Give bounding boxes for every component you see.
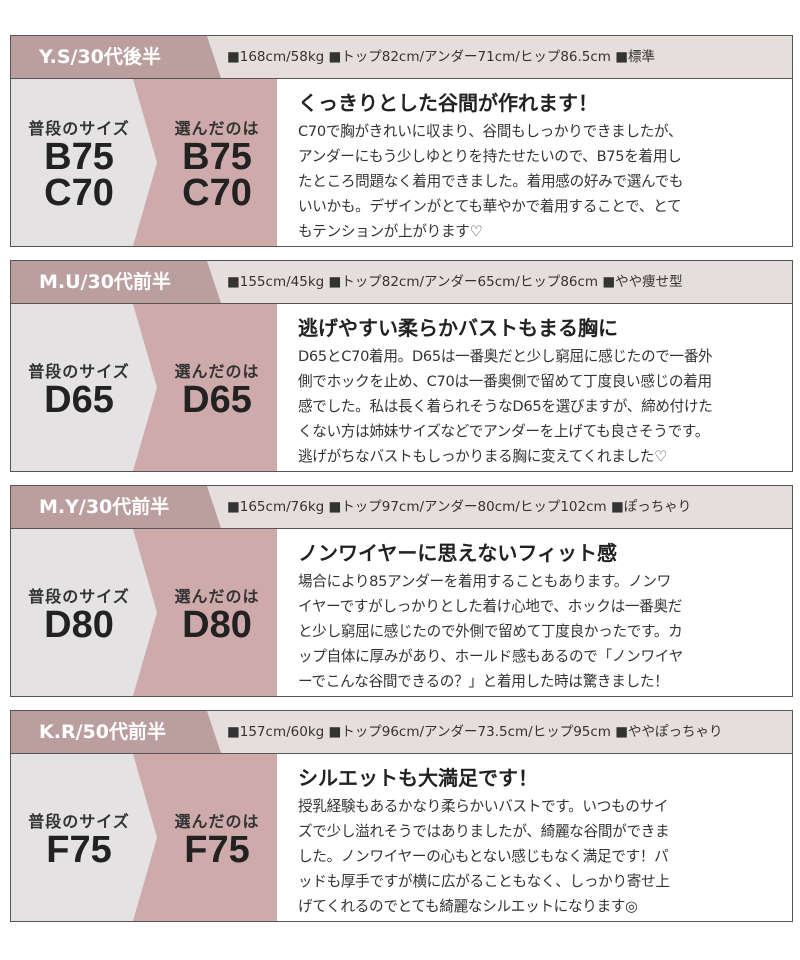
- usual-size-panel: [11, 529, 157, 696]
- reviewer-tag: Y.S/30代後半: [11, 36, 221, 78]
- review-text-line: イヤーですがしっかりとした着け心地で、ホックは一番奥だ: [298, 598, 683, 615]
- size-value: F75: [46, 828, 112, 871]
- reviewer-stats: ■155cm/45kg ■トップ82cm/アンダー65cm/ヒップ86cm ■や…: [227, 274, 683, 290]
- chosen-size-panel: [133, 79, 277, 246]
- review-text-line: 授乳経験もあるかなり柔らかいバストです。いつものサイ: [298, 798, 669, 815]
- chosen-size: 選んだのは F75: [157, 754, 277, 921]
- review-text-line: ップ自体に厚みがあり、ホールド感もあるので「ノンワイヤ: [298, 648, 683, 665]
- review-text-line: した。ノンワイヤーの心もとない感じもなく満足です！パ: [298, 848, 669, 865]
- review-text-line: 感でした。私は長く着られそうなD65を選びますが、締め付けた: [298, 398, 713, 415]
- chosen-size: 選んだのは B75 C70: [157, 79, 277, 246]
- review-text-line: ッドも厚手ですが横に広がることもなく、しっかり寄せ上: [298, 873, 670, 890]
- review-text-line: と少し窮屈に感じたので外側で留めて丁度良かったです。カ: [298, 623, 683, 640]
- usual-size-label: 普段のサイズ: [28, 361, 130, 381]
- review-card: M.Y/30代前半 ■165cm/76kg ■トップ97cm/アンダー80cm/…: [10, 485, 793, 697]
- review-text-line: もテンションが上がります♡: [298, 223, 483, 240]
- review-text-line: たところ問題なく着用できました。着用感の好みで選んでも: [298, 173, 684, 190]
- chosen-size-panel: [133, 529, 277, 696]
- chosen-size-panel: [133, 754, 277, 921]
- review-card: K.R/50代前半 ■157cm/60kg ■トップ96cm/アンダー73.5c…: [10, 710, 793, 922]
- size-value: C70: [182, 171, 252, 214]
- review-content: シルエットも大満足です！ 授乳経験もあるかなり柔らかいバストです。いつものサイ ズで…: [298, 762, 782, 919]
- review-body: 普段のサイズ D80 選んだのは D80 ノンワイヤーに思えないフィット感 場合により…: [11, 529, 792, 696]
- usual-size: 普段のサイズ D65: [11, 304, 147, 471]
- reviewer-stats: ■165cm/76kg ■トップ97cm/アンダー80cm/ヒップ102cm ■…: [227, 499, 692, 515]
- reviewer-tag: M.U/30代前半: [11, 261, 221, 303]
- size-value: B75: [44, 135, 114, 178]
- review-title: くっきりとした谷間が作れます！: [298, 91, 598, 115]
- chosen-size: 選んだのは D65: [157, 304, 277, 471]
- review-body: 普段のサイズ F75 選んだのは F75 シルエットも大満足です！ 授乳経験もあるかな…: [11, 754, 792, 921]
- chosen-size-label: 選んだのは: [174, 361, 260, 381]
- review-header: M.Y/30代前半 ■165cm/76kg ■トップ97cm/アンダー80cm/…: [11, 486, 792, 529]
- usual-size: 普段のサイズ F75: [11, 754, 147, 921]
- reviewer-stats: ■157cm/60kg ■トップ96cm/アンダー73.5cm/ヒップ95cm …: [227, 724, 723, 740]
- review-card: M.U/30代前半 ■155cm/45kg ■トップ82cm/アンダー65cm/…: [10, 260, 793, 472]
- review-text-line: げてくれるのでとても綺麗なシルエットになります◎: [298, 898, 638, 915]
- reviewer-tag: K.R/50代前半: [11, 711, 221, 753]
- chosen-size-label: 選んだのは: [174, 586, 260, 606]
- review-body: 普段のサイズ B75 C70 選んだのは B75 C70 くっきりとした谷間が作れます！…: [11, 79, 792, 246]
- reviewer-tag: M.Y/30代前半: [11, 486, 221, 528]
- chosen-size-label: 選んだのは: [174, 811, 260, 831]
- chosen-size: 選んだのは D80: [157, 529, 277, 696]
- usual-size-label: 普段のサイズ: [28, 811, 130, 831]
- review-header: K.R/50代前半 ■157cm/60kg ■トップ96cm/アンダー73.5c…: [11, 711, 792, 754]
- usual-size: 普段のサイズ B75 C70: [11, 79, 147, 246]
- size-value: D65: [182, 378, 252, 421]
- usual-size-label: 普段のサイズ: [28, 118, 130, 138]
- review-body: 普段のサイズ D65 選んだのは D65 逃げやすい柔らかバストもまる胸に D65とC…: [11, 304, 792, 471]
- review-text-line: 逃げがちなバストもしっかりまる胸に変えてくれました♡: [298, 448, 667, 465]
- chosen-size-panel: [133, 304, 277, 471]
- size-value: D65: [44, 378, 114, 421]
- size-value: D80: [44, 603, 114, 646]
- review-content: くっきりとした谷間が作れます！ C70で胸がきれいに収まり、谷間もしっかりできまし…: [298, 87, 782, 244]
- review-text-line: 側でホックを止め、C70は一番奥側で留めて丁度良い感じの着用: [298, 373, 712, 390]
- usual-size-label: 普段のサイズ: [28, 586, 130, 606]
- review-header: Y.S/30代後半 ■168cm/58kg ■トップ82cm/アンダー71cm/…: [11, 36, 792, 79]
- review-content: 逃げやすい柔らかバストもまる胸に D65とC70着用。D65は一番奥だと少し窮屈に…: [298, 312, 782, 469]
- review-text-line: 場合により85アンダーを着用することもあります。ノンワ: [298, 573, 671, 590]
- usual-size-panel: [11, 304, 157, 471]
- review-text-line: アンダーにもう少しゆとりを持たせたいので、B75を着用し: [298, 148, 682, 165]
- review-card: Y.S/30代後半 ■168cm/58kg ■トップ82cm/アンダー71cm/…: [10, 35, 793, 247]
- review-text-line: ーでこんな谷間できるの？」と着用した時は驚きました！: [298, 673, 669, 690]
- review-text-line: ズで少し溢れそうではありましたが、綺麗な谷間ができま: [298, 823, 670, 840]
- usual-size-panel: [11, 79, 157, 246]
- size-value: F75: [184, 828, 250, 871]
- size-value: C70: [44, 171, 114, 214]
- review-content: ノンワイヤーに思えないフィット感場合により85アンダーを着用することもあります。…: [298, 537, 782, 694]
- review-text-line: D65とC70着用。D65は一番奥だと少し窮屈に感じたので一番外: [298, 348, 713, 365]
- review-title: シルエットも大満足です！: [298, 766, 538, 790]
- chosen-size-label: 選んだのは: [174, 118, 260, 138]
- review-text-line: くない方は姉妹サイズなどでアンダーを上げても良さそうです。: [298, 423, 710, 440]
- reviewer-stats: ■168cm/58kg ■トップ82cm/アンダー71cm/ヒップ86.5cm …: [227, 49, 655, 65]
- size-value: B75: [182, 135, 252, 178]
- size-value: D80: [182, 603, 252, 646]
- review-title: ノンワイヤーに思えないフィット感: [298, 541, 617, 565]
- review-title: 逃げやすい柔らかバストもまる胸に: [298, 316, 618, 340]
- review-text-line: C70で胸がきれいに収まり、谷間もしっかりできましたが、: [298, 123, 683, 140]
- usual-size-panel: [11, 754, 157, 921]
- review-text-line: いいかも。デザインがとても華やかで着用することで、とて: [298, 198, 682, 215]
- review-header: M.U/30代前半 ■155cm/45kg ■トップ82cm/アンダー65cm/…: [11, 261, 792, 304]
- usual-size: 普段のサイズ D80: [11, 529, 147, 696]
